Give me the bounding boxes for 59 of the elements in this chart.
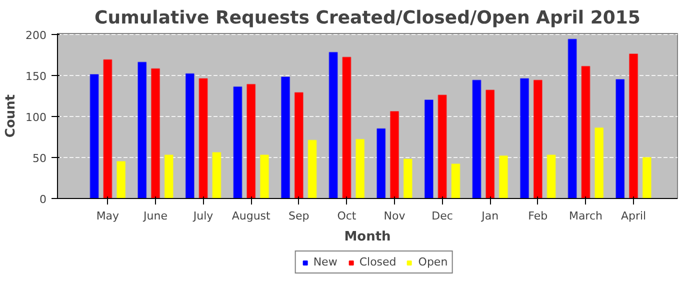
bar [581,66,590,198]
x-tick-label: Dec [432,210,453,222]
y-tick-label: 50 [32,152,47,165]
x-tick-label: March [568,210,603,222]
bar [628,54,638,198]
bar [150,68,160,198]
bar [138,62,147,198]
bar [103,59,112,198]
x-axis-title: Month [344,230,391,244]
x-tick-label: July [192,210,214,222]
bar [233,86,242,198]
bar [90,74,99,198]
bar [185,73,194,198]
x-tick-label: Nov [384,210,406,222]
y-tick-label: 100 [26,110,47,124]
bar [342,56,352,198]
bar [486,90,495,198]
bar [308,140,317,198]
bar [533,80,542,198]
bar [546,154,556,198]
bar [294,92,304,198]
x-tick-label: Feb [528,210,548,222]
bar [246,84,256,198]
x-tick-label: Oct [337,210,357,222]
bar [642,156,652,198]
bar [451,164,460,198]
bar [356,138,365,198]
x-tick-label: May [96,210,120,222]
bar [260,154,270,198]
bar [280,76,290,198]
bar [403,158,412,198]
y-tick-label: 200 [26,28,47,42]
bar [376,128,386,198]
x-tick-label: Sep [288,210,310,222]
bar [568,38,577,198]
y-tick-label: 150 [26,70,47,83]
bar [390,110,400,198]
bar [116,161,126,198]
bar [328,52,338,198]
bar [520,78,530,198]
legend-label: Closed [359,256,396,268]
chart-title: Cumulative Requests Created/Closed/Open April 2015 [94,8,640,28]
x-tick-label: June [142,210,168,222]
bar [198,78,208,198]
bar [594,127,604,198]
legend-label: New [313,256,338,268]
bar [498,155,508,198]
y-tick-label: 0 [40,193,46,206]
x-tick-label: August [232,210,272,222]
bar [164,154,174,198]
x-tick-label: April [620,210,646,222]
legend-label: Open [418,256,448,268]
bar [472,80,482,198]
bar [616,78,625,198]
bar [212,152,222,198]
bar [424,99,434,198]
x-tick-label: Jan [480,210,499,222]
y-axis-title: Count [4,94,19,138]
bar [438,94,447,198]
